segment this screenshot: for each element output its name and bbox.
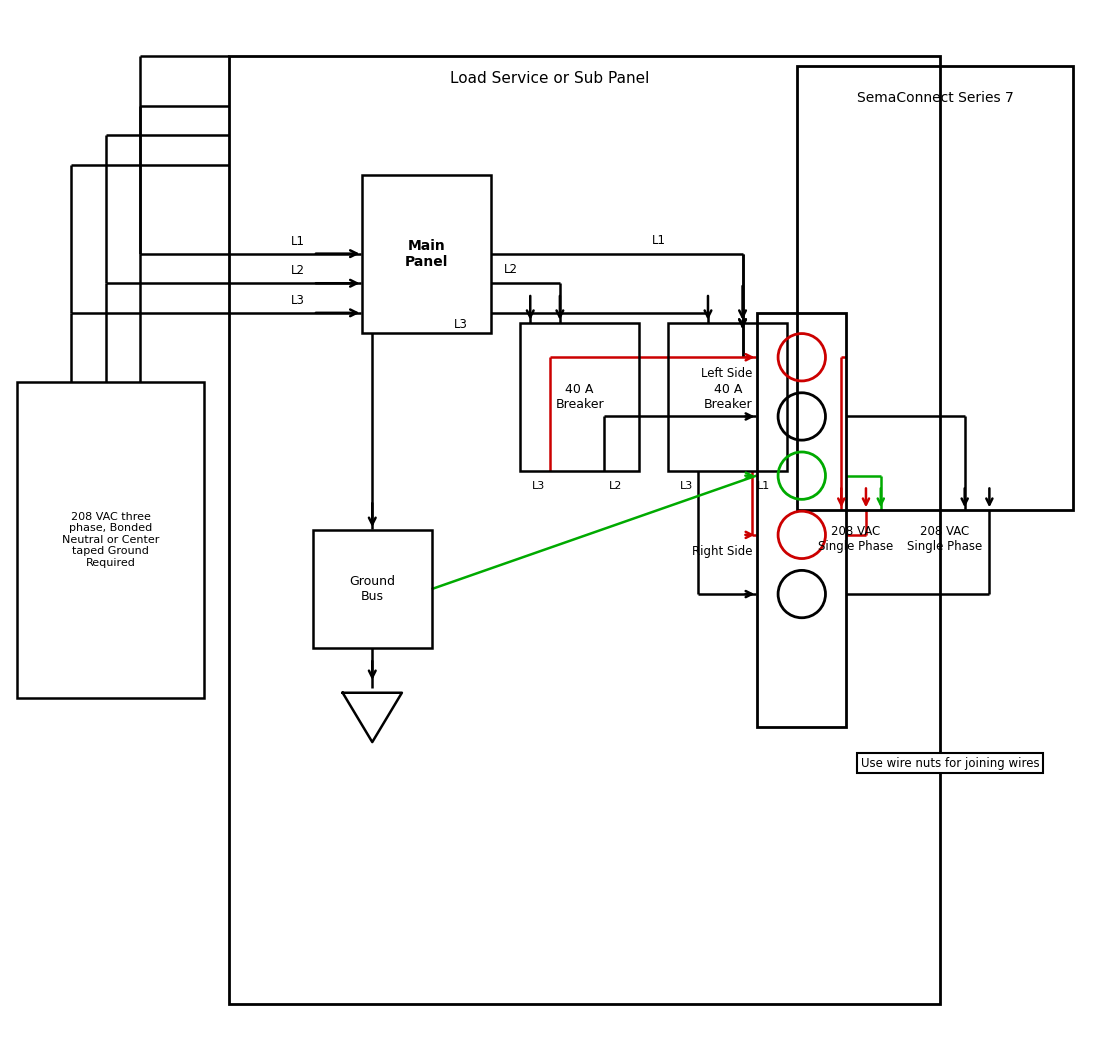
Text: L1: L1 (292, 235, 305, 248)
Bar (314, 530, 431, 648)
Text: Use wire nuts for joining wires: Use wire nuts for joining wires (860, 757, 1040, 770)
Text: Left Side: Left Side (701, 368, 752, 380)
Text: SemaConnect Series 7: SemaConnect Series 7 (857, 90, 1013, 105)
Text: 208 VAC
Single Phase: 208 VAC Single Phase (908, 525, 982, 553)
Text: L3: L3 (454, 318, 469, 331)
Bar (669, 322, 786, 470)
Text: Load Service or Sub Panel: Load Service or Sub Panel (450, 71, 650, 86)
Bar (16, 382, 205, 697)
Text: L2: L2 (609, 481, 623, 490)
Bar (229, 57, 940, 1004)
Text: L3: L3 (680, 481, 693, 490)
Text: 208 VAC
Single Phase: 208 VAC Single Phase (818, 525, 893, 553)
Text: 40 A
Breaker: 40 A Breaker (703, 382, 752, 411)
Text: 40 A
Breaker: 40 A Breaker (556, 382, 604, 411)
Text: L2: L2 (292, 265, 305, 277)
Text: L1: L1 (651, 234, 666, 247)
Text: L1: L1 (757, 481, 771, 490)
Text: Main
Panel: Main Panel (405, 238, 449, 269)
Text: L3: L3 (531, 481, 546, 490)
Text: Right Side: Right Side (692, 545, 752, 558)
Text: Ground
Bus: Ground Bus (350, 575, 395, 603)
Bar (796, 66, 1074, 510)
Bar (520, 322, 639, 470)
Text: L3: L3 (292, 294, 305, 307)
Text: 208 VAC three
phase, Bonded
Neutral or Center
taped Ground
Required: 208 VAC three phase, Bonded Neutral or C… (62, 511, 160, 568)
Bar (362, 174, 491, 333)
Bar (757, 313, 846, 728)
Text: L2: L2 (504, 264, 517, 276)
